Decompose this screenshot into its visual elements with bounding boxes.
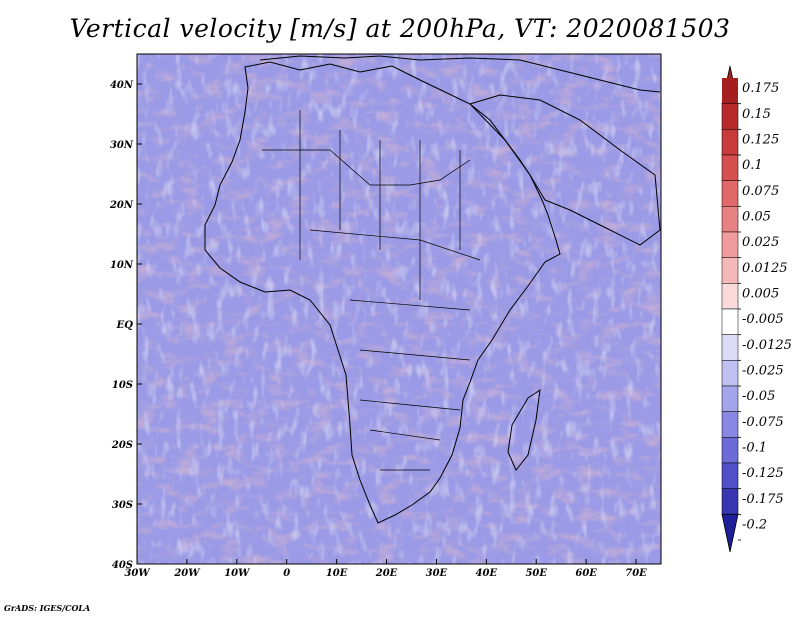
- colorbar-label: 0.125: [742, 132, 779, 147]
- x-tick-label: 70E: [625, 568, 647, 579]
- x-tick-label: 30E: [426, 568, 448, 579]
- colorbar-label: 0.05: [742, 209, 771, 224]
- colorbar-label: -0.0125: [742, 338, 792, 353]
- colorbar-label: 0.025: [742, 235, 779, 250]
- x-tick-label: 20E: [375, 568, 398, 579]
- colorbar: 0.175 0.15 0.125 0.1 0.075 0.05 0.025 0.0125 0.0…: [721, 65, 792, 553]
- colorbar-label: 0.1: [742, 158, 763, 173]
- colorbar-swatch: [721, 103, 739, 130]
- x-tick-label: 20W: [173, 568, 201, 579]
- colorbar-label: 0.0125: [742, 261, 788, 276]
- colorbar-swatch: [721, 308, 739, 335]
- colorbar-label: -0.175: [742, 492, 784, 507]
- x-tick-label: 10W: [224, 568, 251, 579]
- x-tick-label: 60E: [575, 568, 597, 579]
- country-borders: [262, 110, 481, 471]
- colorbar-label: 0.005: [742, 286, 779, 301]
- credit-label: GrADS: IGES/COLA: [4, 603, 91, 613]
- x-axis: 30W 20W 10W 0 10E 20E 30E 40E 50E 60E 70E: [124, 559, 647, 579]
- x-tick-label: 40E: [476, 568, 498, 579]
- y-tick-label: 10N: [110, 260, 134, 271]
- y-tick-label: EQ: [116, 320, 134, 331]
- y-tick-label: 10S: [112, 380, 133, 391]
- colorbar-swatch: [721, 283, 739, 310]
- x-tick-label: 50E: [525, 568, 547, 579]
- y-tick-label: 20N: [109, 200, 134, 211]
- colorbar-label: 0.075: [742, 184, 779, 199]
- chart-title: Vertical velocity [m/s] at 200hPa, VT: 2…: [69, 14, 731, 43]
- y-axis: 40N 30N 20N 10N EQ 10S 20S 30S 40S: [109, 80, 142, 571]
- colorbar-swatch: [721, 206, 739, 233]
- y-tick-label: 40N: [110, 80, 134, 91]
- map-panel: [137, 54, 661, 564]
- x-tick-label: 10E: [326, 568, 348, 579]
- colorbar-bottom-arrow: [721, 513, 739, 553]
- y-tick-label: 30S: [112, 500, 133, 511]
- x-tick-label: 30W: [124, 568, 151, 579]
- colorbar-swatch: [721, 437, 739, 464]
- colorbar-swatch: [722, 78, 738, 104]
- colorbar-swatch: [721, 154, 739, 181]
- coastlines: [204, 55, 661, 524]
- map-frame: [136, 53, 662, 565]
- colorbar-label: -0.005: [742, 312, 784, 327]
- colorbar-swatch: [721, 257, 739, 284]
- y-tick-label: 40S: [112, 560, 133, 571]
- colorbar-swatch: [721, 334, 739, 361]
- colorbar-swatch: [721, 411, 739, 438]
- colorbar-label: 0.175: [742, 81, 779, 96]
- colorbar-label: -0.125: [742, 466, 784, 481]
- colorbar-swatch: [721, 360, 739, 387]
- y-tick-label: 30N: [110, 140, 134, 151]
- colorbar-swatch: [721, 180, 739, 207]
- colorbar-swatch: [721, 488, 739, 515]
- y-tick-label: 20S: [111, 440, 133, 451]
- x-tick-label: 0: [283, 568, 290, 579]
- colorbar-label: -0.1: [742, 440, 767, 455]
- colorbar-swatch: [721, 129, 739, 156]
- colorbar-label: -0.2: [742, 517, 767, 532]
- velocity-field-texture: [137, 54, 661, 564]
- colorbar-label: -0.05: [742, 389, 775, 404]
- colorbar-swatch: [721, 385, 739, 412]
- colorbar-label: 0.15: [742, 107, 771, 122]
- colorbar-swatch: [721, 231, 739, 258]
- colorbar-label: -0.075: [742, 415, 784, 430]
- colorbar-label: -0.025: [742, 363, 784, 378]
- colorbar-swatch: [721, 462, 739, 489]
